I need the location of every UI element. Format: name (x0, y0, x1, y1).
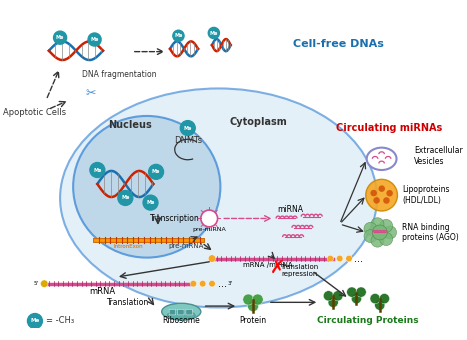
FancyBboxPatch shape (169, 309, 176, 315)
Ellipse shape (162, 303, 201, 320)
Text: Cytoplasm: Cytoplasm (230, 117, 288, 126)
Text: Me: Me (146, 200, 155, 205)
Circle shape (208, 255, 216, 262)
Circle shape (351, 293, 361, 304)
Text: DNA fragmentation: DNA fragmentation (82, 70, 156, 80)
Circle shape (379, 293, 389, 304)
Ellipse shape (167, 311, 195, 320)
Circle shape (380, 219, 393, 233)
Circle shape (364, 230, 377, 243)
Text: Me: Me (121, 195, 129, 201)
Text: Me: Me (30, 319, 40, 323)
Circle shape (149, 165, 163, 179)
Text: Ribosome: Ribosome (163, 317, 200, 325)
Text: RNA binding
proteins (AGO): RNA binding proteins (AGO) (402, 223, 459, 242)
Circle shape (143, 195, 158, 210)
Text: Lipoproteins
(HDL/LDL): Lipoproteins (HDL/LDL) (402, 185, 450, 205)
Text: Translation
repression: Translation repression (281, 264, 319, 277)
Circle shape (346, 255, 352, 262)
Circle shape (328, 297, 338, 307)
Circle shape (378, 185, 385, 192)
Circle shape (333, 291, 343, 301)
Ellipse shape (73, 116, 220, 258)
Text: IntronExon: IntronExon (113, 244, 143, 249)
Text: pre-mRNA: pre-mRNA (168, 243, 204, 250)
Text: Me: Me (152, 169, 160, 174)
Circle shape (336, 255, 343, 262)
Circle shape (347, 287, 357, 297)
Text: Me: Me (56, 35, 64, 40)
Circle shape (324, 291, 333, 301)
Circle shape (375, 300, 385, 310)
Circle shape (199, 280, 206, 287)
Text: pre-miRNA: pre-miRNA (192, 227, 226, 232)
Circle shape (370, 293, 380, 304)
Circle shape (208, 28, 219, 39)
Text: Translation: Translation (107, 298, 149, 307)
Circle shape (243, 294, 254, 305)
Circle shape (209, 280, 215, 287)
Circle shape (173, 30, 184, 41)
Text: Nucleus: Nucleus (108, 120, 152, 130)
Circle shape (383, 226, 396, 239)
Text: Me: Me (91, 37, 99, 42)
Ellipse shape (367, 148, 396, 170)
Circle shape (54, 31, 67, 44)
Circle shape (28, 313, 42, 328)
Text: Apoptotic Cells: Apoptotic Cells (3, 108, 66, 117)
Circle shape (370, 190, 377, 196)
Text: 5': 5' (34, 281, 39, 286)
Circle shape (180, 121, 195, 136)
Text: Protein: Protein (240, 317, 267, 325)
FancyBboxPatch shape (186, 309, 192, 315)
FancyBboxPatch shape (177, 309, 184, 315)
Circle shape (373, 197, 380, 204)
Circle shape (356, 287, 366, 297)
Text: mRNA: mRNA (89, 287, 115, 296)
Circle shape (190, 280, 197, 287)
Text: = -CH₃: = -CH₃ (46, 317, 74, 325)
Text: Extracellular
Vesicles: Extracellular Vesicles (414, 146, 463, 166)
Text: DNMTs: DNMTs (174, 136, 202, 145)
Circle shape (90, 163, 105, 177)
Text: Me: Me (210, 31, 218, 35)
Circle shape (248, 301, 259, 311)
Circle shape (327, 255, 333, 262)
Circle shape (372, 225, 387, 240)
Text: Circulating Proteins: Circulating Proteins (317, 317, 418, 325)
Text: miRNA: miRNA (277, 205, 303, 214)
Text: Me: Me (184, 125, 192, 131)
Text: Transcription: Transcription (150, 214, 199, 223)
Circle shape (118, 190, 133, 205)
Circle shape (371, 218, 384, 231)
Circle shape (252, 294, 263, 305)
Text: Me: Me (93, 168, 101, 172)
Circle shape (366, 179, 397, 211)
Circle shape (386, 190, 393, 197)
Text: 3': 3' (228, 281, 233, 286)
Text: Cell-free DNAs: Cell-free DNAs (293, 39, 384, 49)
Text: ✂: ✂ (85, 87, 96, 100)
Ellipse shape (60, 88, 377, 307)
Text: ...: ... (354, 254, 363, 264)
Text: Circulating miRNAs: Circulating miRNAs (336, 123, 442, 133)
Circle shape (364, 222, 377, 235)
Circle shape (41, 280, 48, 287)
Text: ✗: ✗ (269, 259, 285, 277)
Text: mRNA /miRNA: mRNA /miRNA (243, 262, 293, 268)
Text: ...: ... (218, 279, 226, 289)
Circle shape (383, 197, 390, 204)
Circle shape (371, 234, 384, 247)
Text: Me: Me (174, 33, 183, 38)
Circle shape (201, 210, 218, 227)
Circle shape (380, 233, 393, 245)
Circle shape (88, 33, 101, 46)
